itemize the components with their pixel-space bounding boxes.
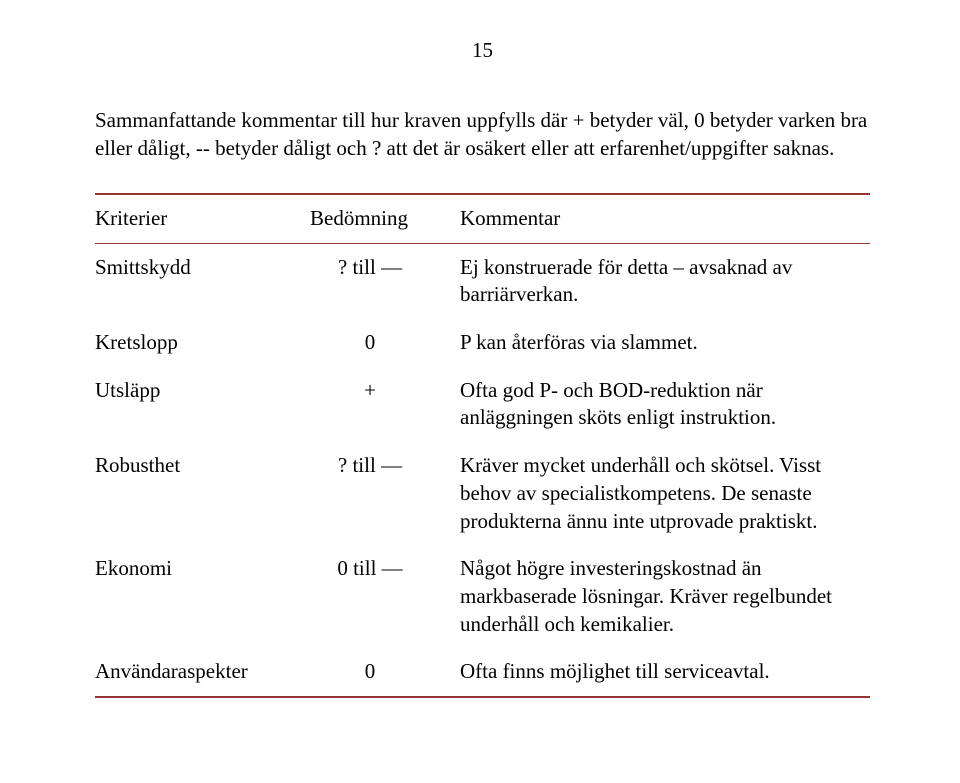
table-row: Smittskydd ? till — Ej konstruerade för … — [95, 243, 870, 319]
cell-kommentar: Ej konstruerade för detta – avsaknad av … — [460, 243, 870, 319]
cell-kriterier: Smittskydd — [95, 243, 310, 319]
table-row: Ekonomi 0 till — Något högre investering… — [95, 545, 870, 648]
document-page: 15 Sammanfattande kommentar till hur kra… — [0, 0, 960, 783]
criteria-table: Kriterier Bedömning Kommentar Smittskydd… — [95, 193, 870, 698]
cell-kommentar: P kan återföras via slammet. — [460, 319, 870, 367]
cell-bedomning: 0 — [310, 648, 460, 697]
cell-kriterier: Användaraspekter — [95, 648, 310, 697]
header-bedomning: Bedömning — [310, 194, 460, 243]
cell-bedomning: 0 till — — [310, 545, 460, 648]
intro-paragraph: Sammanfattande kommentar till hur kraven… — [95, 107, 870, 163]
cell-kommentar: Ofta god P- och BOD-reduktion när anlägg… — [460, 367, 870, 442]
table-header-row: Kriterier Bedömning Kommentar — [95, 194, 870, 243]
table-row: Utsläpp + Ofta god P- och BOD-reduktion … — [95, 367, 870, 442]
header-kommentar: Kommentar — [460, 194, 870, 243]
cell-bedomning: + — [310, 367, 460, 442]
cell-bedomning: 0 — [310, 319, 460, 367]
cell-kriterier: Kretslopp — [95, 319, 310, 367]
table-row: Robusthet ? till — Kräver mycket underhå… — [95, 442, 870, 545]
cell-kriterier: Robusthet — [95, 442, 310, 545]
header-kriterier: Kriterier — [95, 194, 310, 243]
cell-kommentar: Kräver mycket underhåll och skötsel. Vis… — [460, 442, 870, 545]
table-row: Användaraspekter 0 Ofta finns möjlighet … — [95, 648, 870, 697]
cell-kommentar: Något högre investeringskostnad än markb… — [460, 545, 870, 648]
cell-kriterier: Ekonomi — [95, 545, 310, 648]
page-number: 15 — [95, 38, 870, 63]
cell-bedomning: ? till — — [310, 442, 460, 545]
cell-bedomning: ? till — — [310, 243, 460, 319]
cell-kommentar: Ofta finns möjlighet till serviceavtal. — [460, 648, 870, 697]
cell-kriterier: Utsläpp — [95, 367, 310, 442]
table-row: Kretslopp 0 P kan återföras via slammet. — [95, 319, 870, 367]
